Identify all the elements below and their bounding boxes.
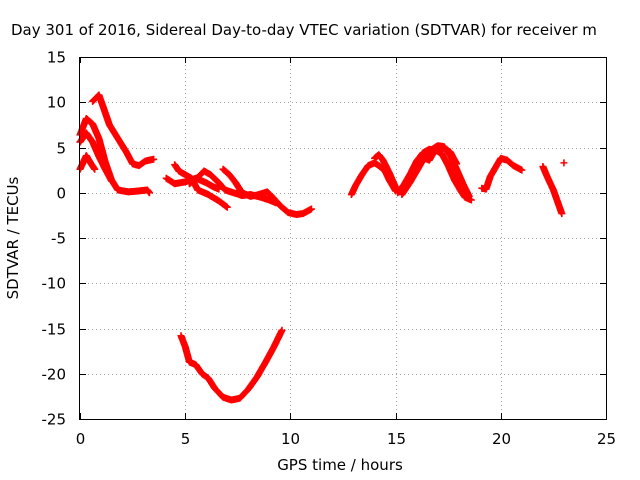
data-point: [276, 201, 291, 216]
data-point: [352, 172, 365, 190]
data-point: [244, 374, 260, 393]
x-tick-label: 5: [181, 430, 191, 448]
x-axis-label: GPS time / hours: [277, 456, 403, 474]
y-axis-label: SDTVAR / TECUs: [4, 176, 22, 299]
data-point: [143, 186, 153, 197]
data-point: [299, 205, 315, 218]
y-tick-label: 0: [56, 185, 66, 203]
data-point: [398, 179, 414, 199]
x-tick-label: 15: [387, 430, 406, 448]
data-point: [209, 182, 223, 193]
data-point: [560, 159, 568, 167]
data-point: [400, 171, 414, 189]
data-point: [453, 165, 466, 187]
data-point: [89, 138, 102, 159]
data-point: [406, 168, 420, 186]
y-tick-label: 15: [47, 49, 66, 67]
data-point: [204, 191, 222, 204]
data-point: [413, 157, 426, 175]
x-tick-label: 25: [597, 430, 616, 448]
chart-title: Day 301 of 2016, Sidereal Day-to-day VTE…: [11, 21, 597, 39]
data-point: [438, 150, 452, 169]
series-track-k: [371, 151, 400, 191]
data-point: [549, 186, 561, 205]
data-point: [105, 121, 121, 141]
data-point: [99, 103, 113, 128]
series-track-a: [76, 152, 99, 173]
data-point: [95, 134, 109, 165]
data-point: [270, 326, 286, 352]
data-point: [459, 180, 473, 200]
series-track-o: [478, 154, 526, 193]
data-point: [543, 172, 557, 193]
data-point: [122, 148, 136, 167]
x-tick-label: 0: [76, 430, 86, 448]
series-track-d: [89, 91, 158, 170]
data-point: [509, 162, 526, 174]
y-tick-label: -25: [42, 411, 67, 429]
data-point: [554, 198, 566, 218]
series-track-q: [560, 159, 568, 167]
y-tick-label: -15: [42, 321, 67, 339]
data-point: [211, 384, 226, 400]
data-point: [89, 120, 102, 141]
data-point: [215, 197, 231, 211]
plot-frame: [79, 57, 607, 420]
y-tick-label: -20: [42, 366, 67, 384]
series-track-c: [76, 129, 116, 185]
data-point: [95, 91, 107, 110]
axis-ticks: 0 5 10 15 20 25 -25 -20 -15 -10 -5 0 5 10 15: [42, 49, 617, 449]
series-track-i: [177, 326, 286, 404]
data-point: [141, 155, 158, 165]
y-tick-label: 5: [56, 140, 66, 158]
grid: [80, 57, 606, 419]
data-point: [444, 162, 458, 183]
data-point: [114, 134, 130, 155]
y-tick-label: -5: [51, 230, 66, 248]
data-point: [87, 159, 99, 173]
data-point: [95, 153, 109, 172]
data-point: [446, 148, 461, 168]
data-point: [425, 146, 439, 164]
data-point: [263, 188, 277, 201]
data-point: [486, 163, 500, 180]
data-point: [253, 360, 269, 381]
data-point: [204, 374, 218, 391]
data-marks: [76, 91, 568, 404]
data-point: [206, 171, 222, 186]
data-point: [236, 386, 251, 402]
series-track-n: [417, 144, 461, 168]
data-point: [101, 165, 116, 185]
data-point: [385, 169, 400, 191]
data-point: [261, 345, 277, 367]
data-point: [451, 176, 464, 194]
y-tick-label: 10: [47, 94, 66, 112]
y-tick-label: -10: [42, 275, 67, 293]
x-tick-label: 10: [281, 430, 300, 448]
series-track-g: [185, 167, 280, 207]
data-point: [232, 179, 245, 196]
series-track-h: [219, 165, 315, 218]
data-point: [406, 158, 420, 178]
x-tick-label: 20: [492, 430, 511, 448]
series-track-p: [539, 163, 566, 218]
data-point: [379, 156, 393, 176]
